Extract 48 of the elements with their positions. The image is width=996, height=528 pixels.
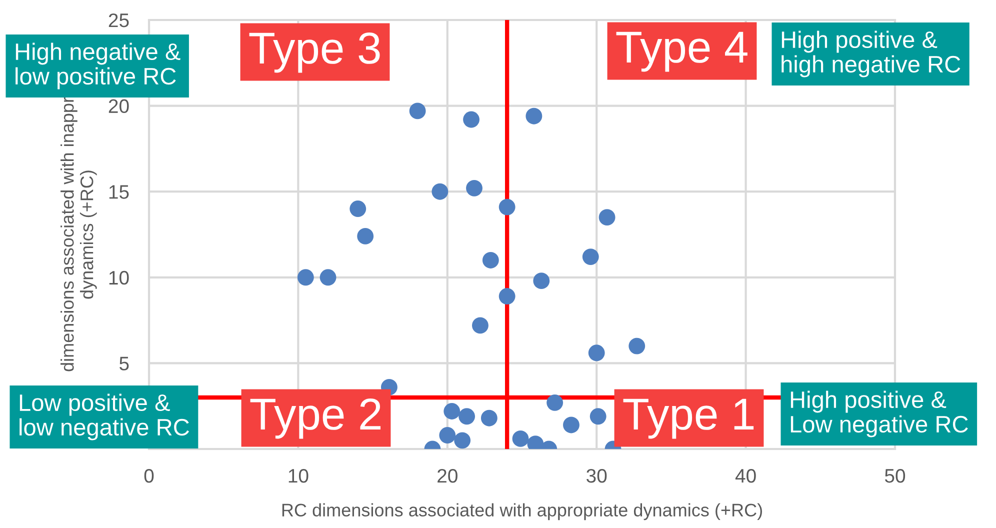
x-tick-label: 0 bbox=[144, 468, 154, 483]
point bbox=[454, 432, 471, 449]
point bbox=[533, 272, 550, 290]
x-tick-label: 50 bbox=[884, 468, 906, 483]
annotation: High negative & low positive RC bbox=[16, 42, 180, 90]
y-axis-title: dimensions associated with inappr dynamics (+RC) bbox=[60, 97, 97, 372]
point bbox=[409, 102, 426, 120]
point bbox=[480, 410, 498, 426]
point bbox=[439, 427, 456, 444]
point bbox=[458, 408, 476, 425]
point bbox=[582, 248, 599, 266]
point bbox=[297, 269, 314, 286]
point bbox=[463, 111, 480, 128]
x-tick-label: 40 bbox=[735, 468, 756, 483]
point bbox=[590, 408, 606, 425]
annotation: High positive & Low negative RC bbox=[790, 390, 968, 438]
y-tick-label: 25 bbox=[108, 13, 129, 28]
point bbox=[628, 338, 646, 354]
point bbox=[350, 200, 366, 217]
y-tick-label: 15 bbox=[109, 185, 129, 199]
x-tick-label: 20 bbox=[438, 468, 458, 483]
y-tick-label: 5 bbox=[120, 356, 129, 370]
annotation: Type 4 bbox=[616, 32, 748, 72]
y-tick-label: 10 bbox=[109, 270, 129, 285]
point bbox=[320, 269, 336, 286]
annotation: Low positive & low negative RC bbox=[20, 394, 190, 440]
point bbox=[498, 288, 516, 304]
x-tick-label: 30 bbox=[586, 468, 607, 483]
point bbox=[472, 317, 488, 334]
x-axis-title: RC dimensions associated with appropriate dynamics (+RC) bbox=[282, 503, 762, 520]
point bbox=[432, 183, 448, 200]
point bbox=[588, 344, 605, 362]
annotation: High positive & high negative RC bbox=[782, 30, 960, 78]
annotation: Type 3 bbox=[249, 32, 380, 73]
point bbox=[598, 209, 616, 226]
annotation: Type 2 bbox=[250, 398, 380, 439]
point bbox=[512, 430, 529, 447]
x-tick-label: 10 bbox=[288, 468, 308, 483]
point bbox=[498, 198, 516, 216]
point bbox=[357, 228, 374, 244]
point bbox=[546, 394, 564, 411]
y-tick-label: 20 bbox=[108, 99, 129, 114]
annotation: Type 1 bbox=[623, 398, 754, 439]
point bbox=[444, 403, 460, 420]
point bbox=[563, 416, 580, 434]
point bbox=[466, 180, 482, 196]
point bbox=[482, 252, 499, 268]
point bbox=[526, 108, 542, 124]
